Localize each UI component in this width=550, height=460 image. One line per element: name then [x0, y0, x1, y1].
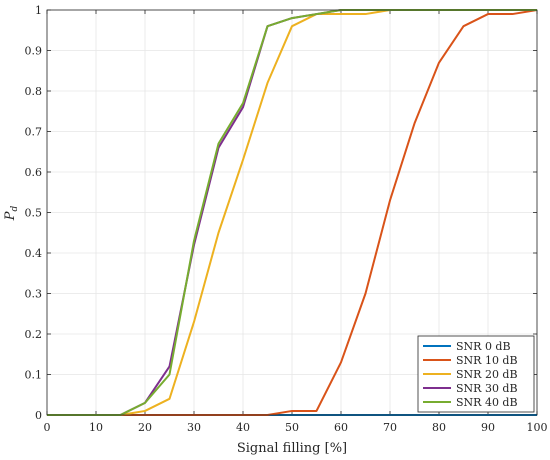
x-tick-label: 30 — [187, 421, 201, 434]
x-tick-label: 90 — [481, 421, 495, 434]
y-tick-label: 0.4 — [25, 247, 43, 260]
legend-label: SNR 40 dB — [456, 396, 518, 409]
legend-label: SNR 10 dB — [456, 354, 518, 367]
x-tick-label: 60 — [334, 421, 348, 434]
y-tick-label: 0.7 — [25, 126, 43, 139]
y-axis-label-sub: d — [10, 206, 20, 212]
x-tick-label: 10 — [89, 421, 103, 434]
y-tick-label: 0.9 — [25, 45, 43, 58]
y-axis-label: Pd — [3, 206, 20, 222]
x-tick-label: 50 — [285, 421, 299, 434]
plot-frame — [46, 9, 538, 416]
y-tick-label: 1 — [35, 4, 42, 17]
y-tick-label: 0 — [35, 409, 42, 422]
legend-label: SNR 30 dB — [456, 382, 518, 395]
y-tick-label: 0.1 — [25, 369, 43, 382]
x-axis-label: Signal filling [%] — [237, 441, 347, 456]
y-axis-label-main: P — [3, 211, 18, 221]
y-tick-label: 0.3 — [25, 288, 43, 301]
x-tick-label: 0 — [44, 421, 51, 434]
y-tick-label: 0.6 — [25, 166, 43, 179]
x-axis-ticks: 0 10 20 30 40 50 60 70 80 90 100 — [44, 10, 548, 434]
legend-label: SNR 0 dB — [456, 340, 511, 353]
x-tick-label: 70 — [383, 421, 397, 434]
x-tick-label: 80 — [432, 421, 446, 434]
y-tick-label: 0.5 — [25, 207, 43, 220]
x-tick-label: 40 — [236, 421, 250, 434]
legend-label: SNR 20 dB — [456, 368, 518, 381]
y-axis-ticks: 0 0.1 0.2 0.3 0.4 0.5 0.6 0.7 0.8 0.9 1 — [25, 4, 537, 422]
y-tick-label: 0.8 — [25, 85, 43, 98]
x-tick-label: 20 — [138, 421, 152, 434]
y-tick-label: 0.2 — [25, 328, 43, 341]
x-tick-label: 100 — [527, 421, 548, 434]
